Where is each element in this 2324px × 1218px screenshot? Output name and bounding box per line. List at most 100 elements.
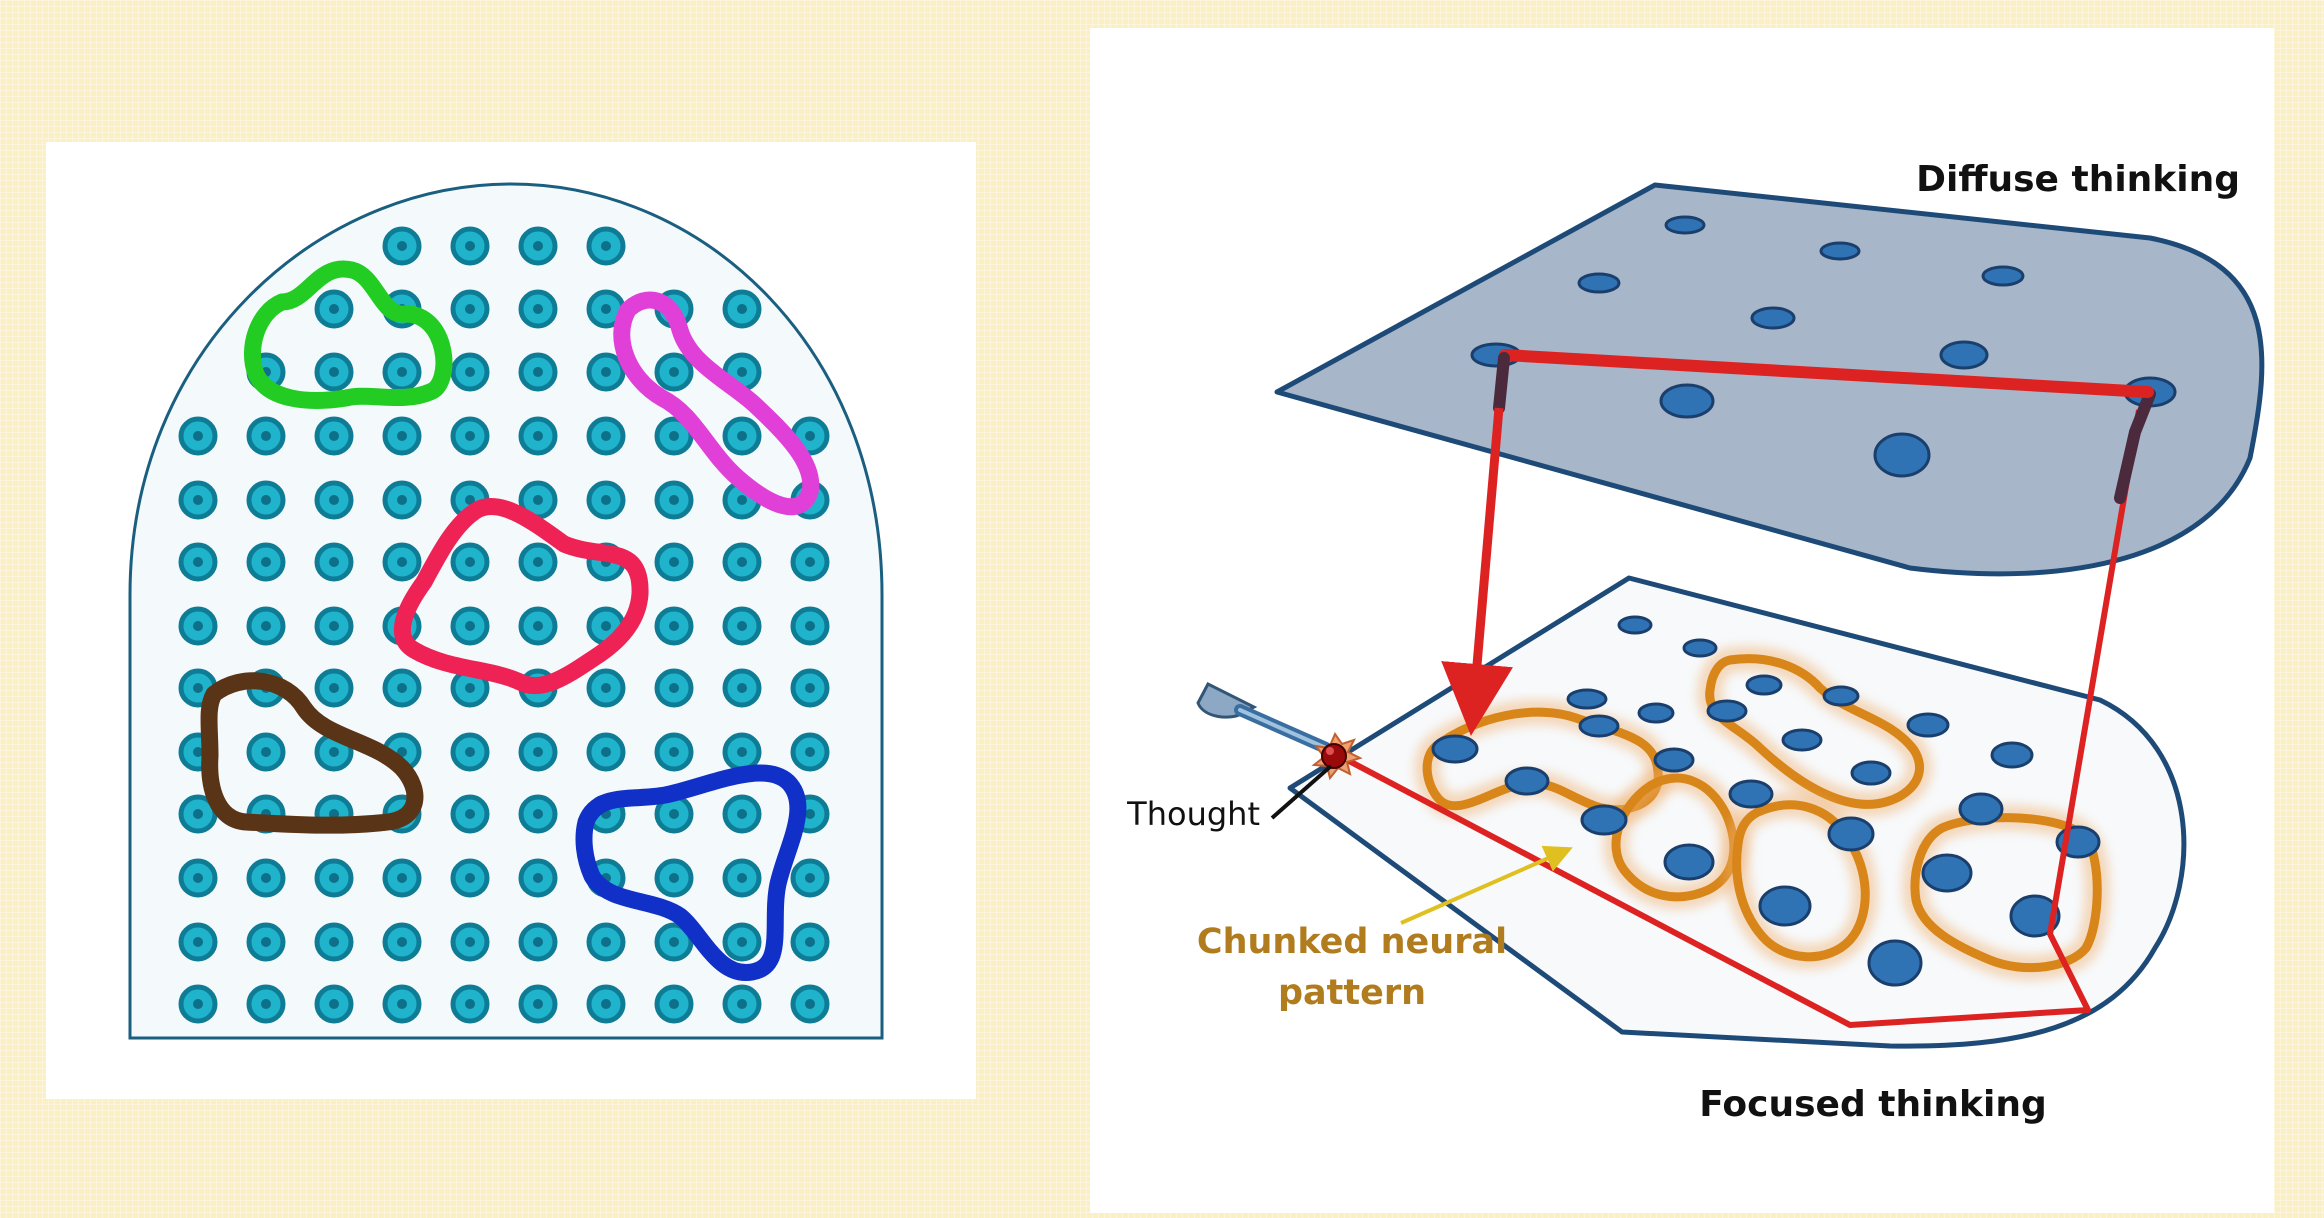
neuron-dot-core [465, 495, 475, 505]
starburst-icon [1311, 731, 1363, 781]
neuron-dot-core [669, 999, 679, 1009]
diffuse-link-right [2114, 388, 2156, 504]
neuron-dot-core [533, 557, 543, 567]
neuron-dot-core [465, 557, 475, 567]
neuron-dot-core [669, 495, 679, 505]
thinking-modes-diagram: Diffuse thinking [1126, 159, 2265, 1125]
neuron-dot-core [193, 495, 203, 505]
thought-loop [1330, 349, 2156, 1028]
pinball-plunger-icon [1196, 682, 1332, 754]
neuron-dot-core [805, 747, 815, 757]
neuron-dot-core [737, 621, 747, 631]
neuron-dot-core [329, 747, 339, 757]
neuron-dot-core [261, 747, 271, 757]
neuron-dot-core [261, 495, 271, 505]
diffuse-plane [1274, 182, 2265, 577]
neuron-grid-panel [46, 142, 976, 1099]
neuron [1664, 215, 1706, 235]
chunked-label-line2: pattern [1278, 973, 1426, 1013]
chunk-magenta [613, 291, 820, 516]
neuron [1745, 674, 1783, 696]
neuron-dot-core [601, 241, 611, 251]
neuron-dot-core [193, 557, 203, 567]
neuron-dot-core [397, 431, 407, 441]
neuron [1682, 638, 1718, 658]
neuron [1939, 340, 1989, 370]
neuron [1958, 792, 2004, 826]
neuron-dot-core [193, 999, 203, 1009]
neuron-dot-core [533, 621, 543, 631]
neuron [1990, 741, 2034, 769]
chunk-green [244, 260, 453, 409]
neuron [1578, 714, 1620, 738]
neuron-dot-core [329, 937, 339, 947]
chunk-3 [1603, 765, 1747, 910]
neuron [1566, 688, 1608, 710]
neuron-dot-core [533, 873, 543, 883]
neuron-dot-core [193, 683, 203, 693]
neuron [1637, 702, 1675, 724]
descend-arrow [1441, 407, 1513, 736]
neuron-dot-core [329, 621, 339, 631]
neuron-dot-core [193, 809, 203, 819]
neuron-dot-core [805, 621, 815, 631]
neuron-dot-core [329, 557, 339, 567]
diffuse-neurons [1470, 215, 2177, 478]
chunk-brown [200, 672, 424, 834]
focused-neurons [1431, 615, 2101, 987]
neuron-dot-core [533, 431, 543, 441]
neuron-dot-core [737, 304, 747, 314]
neuron-dot-core [669, 873, 679, 883]
neuron [1921, 853, 1973, 893]
neuron-dot-core [397, 557, 407, 567]
neuron-dot-core [601, 937, 611, 947]
neuron [1750, 306, 1796, 330]
neuron [1577, 272, 1621, 294]
neuron-dot-core [397, 241, 407, 251]
neuron-dot-core [193, 431, 203, 441]
neuron-dot-core [329, 809, 339, 819]
focused-label: Focused thinking [1699, 1084, 2046, 1125]
neuron-dot-core [601, 683, 611, 693]
neuron-dot-core [397, 683, 407, 693]
neuron-dot-core [465, 621, 475, 631]
neuron [1758, 885, 1812, 927]
neuron-dot-core [397, 937, 407, 947]
neuron-dot-core [193, 621, 203, 631]
chunk-5 [1902, 804, 2111, 981]
neuron-dot-core [465, 304, 475, 314]
neuron-dot-core [805, 999, 815, 1009]
neuron-dot-core [193, 747, 203, 757]
neuron-dot-core [465, 937, 475, 947]
neuron-dot-core [533, 809, 543, 819]
neuron-dot-core [669, 431, 679, 441]
neuron-dot-core [465, 999, 475, 1009]
neuron-dot-core [805, 431, 815, 441]
neuron [1663, 843, 1715, 881]
neuron [1867, 939, 1923, 987]
neuron-dot-core [533, 937, 543, 947]
neuron-dot-core [533, 241, 543, 251]
chunked-label-line1: Chunked neural [1197, 922, 1507, 962]
neuron-dot-core [737, 495, 747, 505]
neuron-dot-core [261, 873, 271, 883]
neuron-dot-core [601, 367, 611, 377]
neuron-dot-core [193, 937, 203, 947]
neuron [1822, 685, 1860, 707]
neuron-dot-core [397, 367, 407, 377]
neuron-dot-core [601, 999, 611, 1009]
neuron-dot-core [533, 495, 543, 505]
neuron-dot-core [737, 999, 747, 1009]
neuron-dot-core [329, 683, 339, 693]
neuron-dot-core [397, 495, 407, 505]
diffuse-label: Diffuse thinking [1916, 159, 2240, 200]
neuron-dot-core [601, 495, 611, 505]
neuron-dot-core [669, 937, 679, 947]
neuron-dot-core [805, 937, 815, 947]
neuron [1981, 265, 2025, 287]
neuron [1653, 747, 1695, 773]
chunk-red [394, 498, 649, 695]
neuron [1431, 734, 1479, 764]
neuron-dot-core [805, 873, 815, 883]
neuron [1906, 712, 1950, 738]
